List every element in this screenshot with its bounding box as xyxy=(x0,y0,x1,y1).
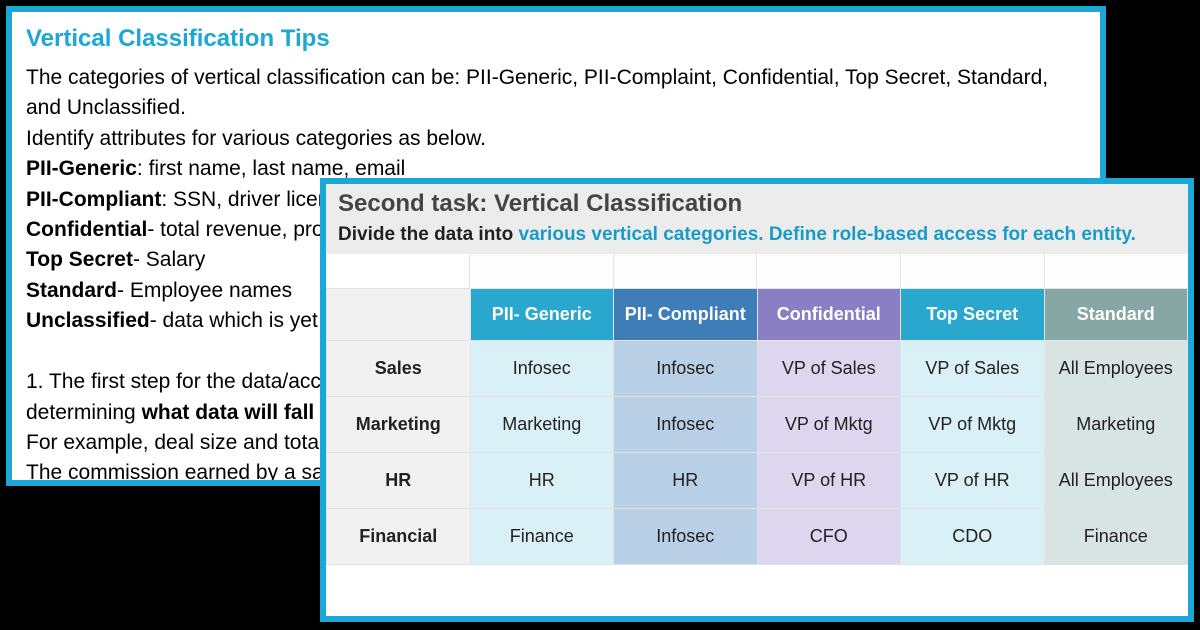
table-cell: Finance xyxy=(470,509,614,565)
tips-intro-2: Identify attributes for various categori… xyxy=(26,124,1082,154)
row-header-financial: Financial xyxy=(327,509,471,565)
task-subtitle-plain: Divide the data into xyxy=(338,224,519,245)
table-cell: All Employees xyxy=(1044,453,1188,509)
table-body: Sales Infosec Infosec VP of Sales VP of … xyxy=(327,341,1188,565)
col-header-standard: Standard xyxy=(1044,289,1188,341)
spacer-cell xyxy=(1044,254,1188,288)
tips-step1-b-prefix: determining xyxy=(26,401,142,424)
tips-intro-1: The categories of vertical classificatio… xyxy=(26,63,1082,124)
table-row: Sales Infosec Infosec VP of Sales VP of … xyxy=(327,341,1188,397)
tips-cat-sep: - xyxy=(133,248,146,271)
table-row: HR HR HR VP of HR VP of HR All Employees xyxy=(327,453,1188,509)
tips-cat-label: Top Secret xyxy=(26,248,133,271)
spacer-cell xyxy=(756,254,900,288)
tips-cat-label: Confidential xyxy=(26,218,147,241)
table-cell: VP of Mktg xyxy=(901,397,1045,453)
tips-cat-text: Employee names xyxy=(130,279,292,302)
table-cell: Infosec xyxy=(614,509,758,565)
tips-cat-text: total revenue, profi xyxy=(160,218,334,241)
spacer-cell xyxy=(469,254,613,288)
spacer-cell xyxy=(900,254,1044,288)
row-header-hr: HR xyxy=(327,453,471,509)
tips-cat-text: Salary xyxy=(146,248,206,271)
col-header-pii-compliant: PII- Compliant xyxy=(614,289,758,341)
tips-cat-sep: - xyxy=(117,279,130,302)
table-cell: VP of Mktg xyxy=(757,397,901,453)
table-spacer-row xyxy=(326,254,1188,288)
row-header-marketing: Marketing xyxy=(327,397,471,453)
task-panel: Second task: Vertical Classification Div… xyxy=(320,178,1194,622)
tips-cat-sep: : xyxy=(137,157,149,180)
tips-cat-sep: - xyxy=(147,218,160,241)
table-cell: All Employees xyxy=(1044,341,1188,397)
col-header-top-secret: Top Secret xyxy=(901,289,1045,341)
spacer-cell xyxy=(326,254,469,288)
col-header-pii-generic: PII- Generic xyxy=(470,289,614,341)
table-cell: Infosec xyxy=(470,341,614,397)
table-cell: VP of Sales xyxy=(757,341,901,397)
table-cell: Infosec xyxy=(614,397,758,453)
table-cell: VP of HR xyxy=(757,453,901,509)
tips-cat-sep: : xyxy=(161,188,173,211)
tips-cat-label: Unclassified xyxy=(26,309,150,332)
tips-cat-sep: - xyxy=(150,309,163,332)
tips-title: Vertical Classification Tips xyxy=(26,22,1082,57)
table-cell: HR xyxy=(614,453,758,509)
table-corner-cell xyxy=(327,289,471,341)
table-header-row: PII- Generic PII- Compliant Confidential… xyxy=(327,289,1188,341)
tips-cat-text: first name, last name, email xyxy=(149,157,406,180)
row-header-sales: Sales xyxy=(327,341,471,397)
table-cell: Marketing xyxy=(1044,397,1188,453)
task-header: Second task: Vertical Classification Div… xyxy=(326,184,1188,254)
table-cell: CFO xyxy=(757,509,901,565)
tips-step1-b-bold: what data will fall u xyxy=(142,401,333,424)
table-cell: CDO xyxy=(901,509,1045,565)
tips-cat-label: PII-Generic xyxy=(26,157,137,180)
table-row: Marketing Marketing Infosec VP of Mktg V… xyxy=(327,397,1188,453)
table-cell: Infosec xyxy=(614,341,758,397)
col-header-confidential: Confidential xyxy=(757,289,901,341)
spacer-cell xyxy=(613,254,757,288)
table-cell: HR xyxy=(470,453,614,509)
tips-cat-label: Standard xyxy=(26,279,117,302)
task-subtitle-accent: various vertical categories. Define role… xyxy=(519,224,1136,245)
tips-cat-label: PII-Compliant xyxy=(26,188,161,211)
table-cell: VP of HR xyxy=(901,453,1045,509)
table-cell: VP of Sales xyxy=(901,341,1045,397)
table-cell: Marketing xyxy=(470,397,614,453)
task-title: Second task: Vertical Classification xyxy=(338,190,1176,218)
task-subtitle: Divide the data into various vertical ca… xyxy=(338,224,1176,246)
table-row: Financial Finance Infosec CFO CDO Financ… xyxy=(327,509,1188,565)
table-cell: Finance xyxy=(1044,509,1188,565)
classification-table: PII- Generic PII- Compliant Confidential… xyxy=(326,288,1188,565)
